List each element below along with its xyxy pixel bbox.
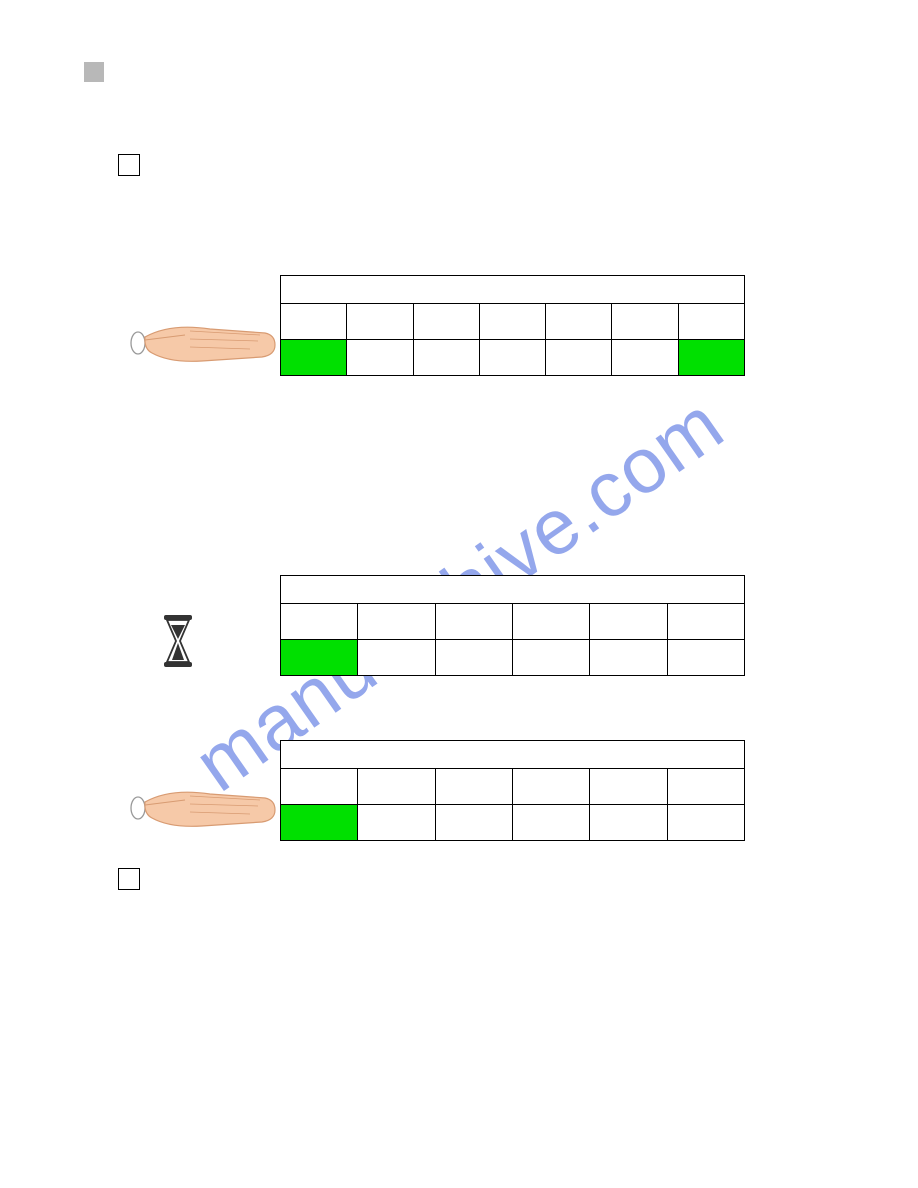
table-2-header <box>281 576 745 604</box>
cell <box>358 805 435 841</box>
cell <box>479 304 545 340</box>
cell <box>281 769 358 805</box>
cell <box>667 640 744 676</box>
cell <box>435 769 512 805</box>
cell <box>546 340 612 376</box>
table-3 <box>280 740 745 841</box>
cell <box>667 604 744 640</box>
checkbox-2 <box>118 868 140 890</box>
green-cell <box>678 340 744 376</box>
green-cell <box>281 640 358 676</box>
cell <box>347 340 413 376</box>
table-row <box>281 805 745 841</box>
cell <box>347 304 413 340</box>
cell <box>512 805 589 841</box>
cell <box>281 604 358 640</box>
cell <box>435 604 512 640</box>
table-row <box>281 340 745 376</box>
gray-square-marker <box>84 62 104 82</box>
cell <box>512 604 589 640</box>
cell <box>435 805 512 841</box>
green-cell <box>281 340 347 376</box>
cell <box>667 805 744 841</box>
cell <box>413 340 479 376</box>
table-1-header <box>281 276 745 304</box>
cell <box>358 640 435 676</box>
cell <box>281 304 347 340</box>
table-3-header <box>281 741 745 769</box>
table-row <box>281 769 745 805</box>
cell <box>512 769 589 805</box>
table-2 <box>280 575 745 676</box>
cell <box>546 304 612 340</box>
cell <box>590 604 667 640</box>
cell <box>435 640 512 676</box>
cell <box>358 604 435 640</box>
hand-pointing-icon <box>130 295 280 375</box>
cell <box>667 769 744 805</box>
cell <box>413 304 479 340</box>
cell <box>590 640 667 676</box>
cell <box>590 769 667 805</box>
cell <box>479 340 545 376</box>
cell <box>612 304 678 340</box>
cell <box>512 640 589 676</box>
cell <box>358 769 435 805</box>
table-1 <box>280 275 745 376</box>
cell <box>590 805 667 841</box>
hand-pointing-icon <box>130 760 280 840</box>
cell <box>678 304 744 340</box>
checkbox-1 <box>118 154 140 176</box>
green-cell <box>281 805 358 841</box>
cell <box>612 340 678 376</box>
table-row <box>281 640 745 676</box>
table-row <box>281 604 745 640</box>
table-row <box>281 304 745 340</box>
